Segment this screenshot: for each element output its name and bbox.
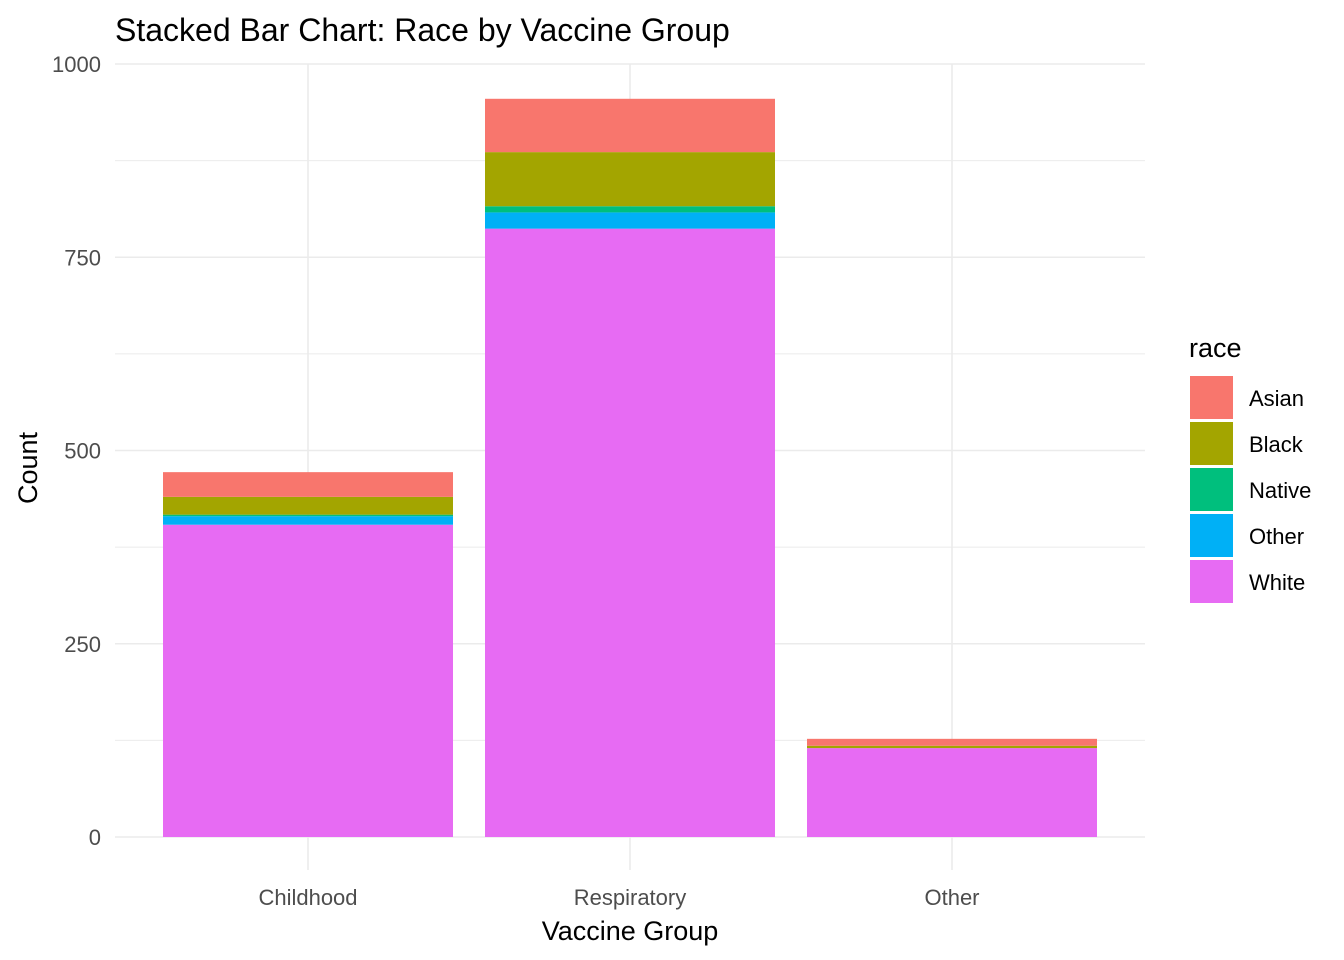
bar-segment-other-black — [807, 745, 1097, 749]
bar-segment-respiratory-native — [485, 206, 775, 213]
y-tick-label: 1000 — [52, 52, 101, 77]
legend-label-native: Native — [1249, 478, 1311, 503]
y-tick-label: 0 — [89, 825, 101, 850]
bar-segment-other-asian — [807, 738, 1097, 746]
legend-title: race — [1189, 333, 1242, 363]
y-tick-label: 750 — [64, 245, 101, 270]
legend-key-white — [1190, 560, 1233, 603]
bar-segment-childhood-other — [163, 516, 453, 525]
bar-segment-childhood-native — [163, 514, 453, 517]
chart-title: Stacked Bar Chart: Race by Vaccine Group — [115, 12, 730, 48]
x-axis-title: Vaccine Group — [542, 916, 719, 946]
y-tick-label: 500 — [64, 439, 101, 464]
x-tick-label: Childhood — [258, 885, 357, 910]
x-tick-labels: Childhood Respiratory Other — [258, 885, 979, 910]
bars — [163, 98, 1097, 838]
bar-segment-respiratory-black — [485, 152, 775, 207]
y-tick-labels: 0 250 500 750 1000 — [52, 52, 101, 850]
legend-key-black — [1190, 422, 1233, 465]
x-tick-label: Respiratory — [574, 885, 686, 910]
legend-key-other — [1190, 514, 1233, 557]
legend-label-white: White — [1249, 570, 1305, 595]
legend-label-black: Black — [1249, 432, 1304, 457]
legend: race Asian Black Native Other White — [1189, 333, 1311, 603]
legend-label-other: Other — [1249, 524, 1304, 549]
bar-segment-respiratory-white — [485, 228, 775, 838]
bar-segment-respiratory-asian — [485, 98, 775, 153]
bar-segment-childhood-black — [163, 496, 453, 515]
x-tick-label: Other — [924, 885, 979, 910]
bar-segment-respiratory-other — [485, 212, 775, 229]
y-tick-label: 250 — [64, 632, 101, 657]
legend-key-native — [1190, 468, 1233, 511]
y-axis-title: Count — [13, 431, 43, 504]
legend-label-asian: Asian — [1249, 386, 1304, 411]
bar-segment-childhood-asian — [163, 472, 453, 497]
bar-segment-childhood-white — [163, 524, 453, 837]
legend-key-asian — [1190, 376, 1233, 419]
bar-segment-other-white — [807, 748, 1097, 837]
